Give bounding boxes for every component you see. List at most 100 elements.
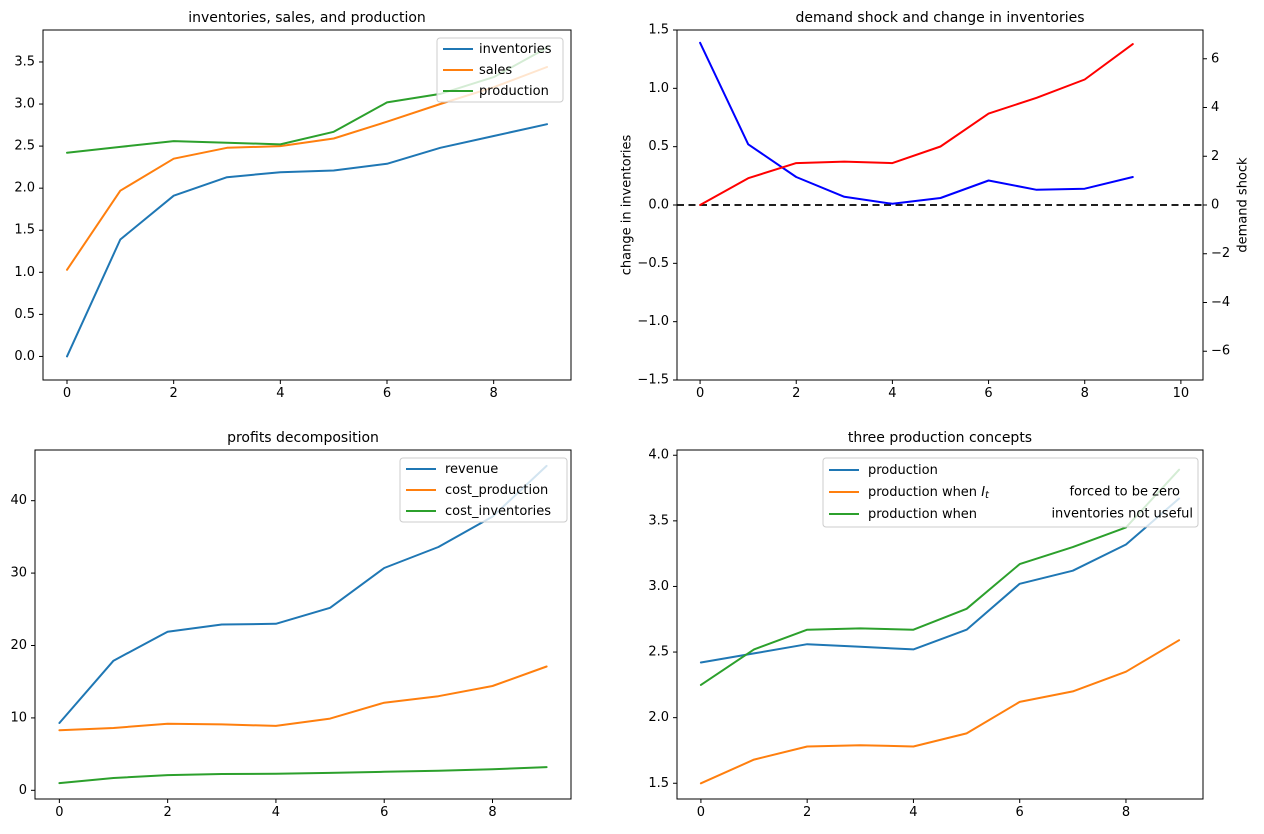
right-y-tick-label: 6 [1211, 51, 1219, 66]
right-y-tick-label: 4 [1211, 100, 1219, 115]
y-tick-label: 1.5 [14, 223, 35, 238]
legend-label-right: forced to be zero [1069, 485, 1180, 500]
x-tick-label: 6 [380, 805, 388, 820]
chart-inventories-sales-production: 0 2 4 6 8 0.0 0.5 1.0 1.5 2.0 2.5 3.0 3.5 inventories… [14, 10, 572, 401]
legend-label: production when [868, 507, 977, 522]
legend-label: production when It [868, 485, 990, 501]
legend: revenue cost_production cost_inventories [399, 457, 568, 523]
y-tick-label: −1.5 [637, 373, 669, 388]
x-tick-label: 2 [803, 805, 811, 820]
x-tick-label: 4 [276, 386, 284, 401]
y-tick-label: 2.5 [648, 645, 669, 660]
y-tick-label: 10 [10, 710, 27, 725]
chart-title: profits decomposition [227, 430, 379, 446]
y-tick-label: 0.5 [648, 139, 669, 154]
y-tick-label: 30 [10, 566, 27, 581]
legend-label-right: inventories not useful [1051, 507, 1193, 522]
axes-frame [34, 449, 572, 800]
y-tick-label: 0.0 [648, 198, 669, 213]
x-tick-label: 2 [170, 386, 178, 401]
right-y-axis-label: demand shock [1236, 157, 1251, 253]
axis-ticks: 0 2 4 6 8 0.0 0.5 1.0 1.5 2.0 2.5 3.0 3.5 [14, 54, 497, 400]
axes-frame [676, 29, 1204, 381]
x-tick-label: 0 [697, 805, 705, 820]
x-tick-label: 0 [696, 386, 704, 401]
series-demand-shock [699, 43, 1134, 206]
x-tick-label: 4 [909, 805, 917, 820]
axis-ticks: 0 2 4 6 8 1.5 2.0 2.5 3.0 3.5 4.0 [648, 448, 1130, 820]
x-tick-label: 8 [1122, 805, 1130, 820]
chart-demand-shock-and-change-in-inventories: 0 2 4 6 8 10 −1.5 −1.0 −0.5 0.0 0.5 1.0 1.5 −6 −4 −2 0 2 4… [620, 10, 1251, 401]
x-tick-label: 8 [490, 386, 498, 401]
y-tick-label: 4.0 [648, 448, 669, 463]
y-tick-label: 3.0 [648, 579, 669, 594]
y-tick-label: 20 [10, 638, 27, 653]
axis-ticks: 0 2 4 6 8 10 −1.5 −1.0 −0.5 0.0 0.5 1.0 1.5 −6 −4 −2 0 2 4… [637, 23, 1230, 401]
series-inventories [66, 123, 548, 358]
y-tick-label: 2.5 [14, 139, 35, 154]
y-tick-label: 40 [10, 493, 27, 508]
legend: production production when It forced to be… [822, 457, 1199, 528]
x-tick-label: 0 [63, 386, 71, 401]
y-tick-label: 1.0 [648, 81, 669, 96]
legend-label: revenue [445, 462, 498, 477]
right-y-tick-label: −6 [1211, 344, 1230, 359]
series-production-when-inventories-not-useful [699, 468, 1181, 686]
right-y-tick-label: −2 [1211, 246, 1230, 261]
legend: inventories sales production [436, 37, 564, 103]
y-tick-label: −0.5 [637, 256, 669, 271]
y-tick-label: 3.5 [14, 54, 35, 69]
x-tick-label: 2 [792, 386, 800, 401]
axes-frame [676, 449, 1204, 800]
x-tick-label: 6 [383, 386, 391, 401]
y-tick-label: 3.5 [648, 513, 669, 528]
legend-label: production [868, 463, 938, 478]
x-tick-label: 6 [1016, 805, 1024, 820]
x-tick-label: 8 [1081, 386, 1089, 401]
y-tick-label: 2.0 [14, 181, 35, 196]
y-tick-label: 0 [19, 783, 27, 798]
x-tick-label: 10 [1173, 386, 1190, 401]
y-tick-label: 0.0 [14, 349, 35, 364]
y-tick-label: 3.0 [14, 97, 35, 112]
series-production-when-it-forced-to-be-zero [699, 639, 1181, 785]
chart-profits-decomposition: 0 2 4 6 8 0 10 20 30 40 profits decomposition reven… [10, 430, 572, 820]
legend-box [822, 457, 1199, 528]
y-tick-label: −1.0 [637, 314, 669, 329]
series-production [699, 497, 1181, 664]
y-tick-label: 0.5 [14, 307, 35, 322]
legend-label: cost_production [445, 483, 548, 498]
x-tick-label: 8 [488, 805, 496, 820]
legend-label: sales [479, 63, 512, 78]
y-axis-label: change in inventories [620, 135, 635, 276]
series-change-in-inventories [699, 41, 1134, 205]
legend-label: inventories [479, 42, 552, 57]
y-tick-label: 1.5 [648, 23, 669, 38]
x-tick-label: 0 [55, 805, 63, 820]
axis-ticks: 0 2 4 6 8 0 10 20 30 40 [10, 493, 496, 820]
x-tick-label: 6 [984, 386, 992, 401]
x-tick-label: 2 [164, 805, 172, 820]
axes-frame [42, 29, 572, 381]
chart-title: three production concepts [848, 430, 1032, 446]
chart-title: demand shock and change in inventories [795, 10, 1084, 26]
right-y-tick-label: 0 [1211, 198, 1219, 213]
y-tick-label: 1.0 [14, 265, 35, 280]
x-tick-label: 4 [888, 386, 896, 401]
legend-box [436, 37, 564, 103]
right-y-tick-label: 2 [1211, 149, 1219, 164]
chart-title: inventories, sales, and production [188, 10, 426, 26]
series-cost-production [58, 665, 548, 732]
chart-three-production-concepts: 0 2 4 6 8 1.5 2.0 2.5 3.0 3.5 4.0 three production … [648, 430, 1204, 820]
y-tick-label: 1.5 [648, 776, 669, 791]
right-y-tick-label: −4 [1211, 295, 1230, 310]
series-cost-inventories [58, 766, 548, 785]
legend-label: cost_inventories [445, 504, 551, 519]
legend-box [399, 457, 568, 523]
y-tick-label: 2.0 [648, 710, 669, 725]
legend-label: production [479, 84, 549, 99]
series-revenue [58, 464, 548, 724]
x-tick-label: 4 [272, 805, 280, 820]
